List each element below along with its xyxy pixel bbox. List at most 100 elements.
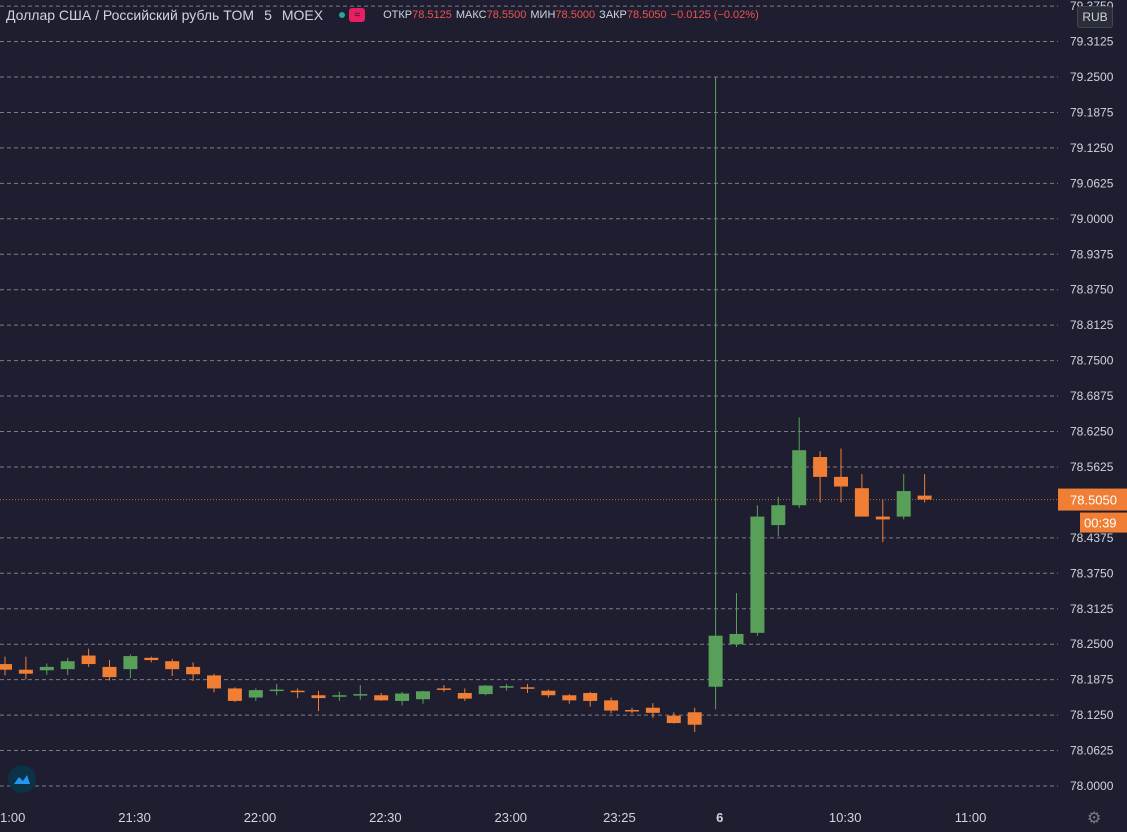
time-axis[interactable]: 1:00 21:30 22:00 22:30 23:00 23:25 6 10:30 11:00 bbox=[0, 810, 986, 825]
candle-body bbox=[896, 491, 911, 517]
candle-body bbox=[687, 712, 702, 725]
candle-body bbox=[395, 693, 410, 701]
candle-body bbox=[374, 695, 389, 701]
x-tick-label: 21:30 bbox=[118, 810, 151, 825]
x-tick-label: 10:30 bbox=[829, 810, 862, 825]
candle-body bbox=[875, 516, 890, 520]
x-tick-label: 11:00 bbox=[955, 810, 987, 825]
candle-body bbox=[499, 686, 514, 688]
low-value: 78.5000 bbox=[555, 9, 596, 21]
candle-body bbox=[60, 661, 75, 670]
y-tick-label: 79.0625 bbox=[1070, 176, 1114, 190]
price-axis[interactable]: 79.3125 79.2500 79.1875 79.1250 79.0625 79.00… bbox=[1058, 0, 1127, 793]
candle-body bbox=[478, 685, 493, 695]
status-icons: ≈ bbox=[339, 8, 366, 22]
y-tick-label: 79.1875 bbox=[1070, 105, 1114, 119]
last-price-label: 78.5050 bbox=[1070, 493, 1117, 508]
countdown-marker bbox=[1080, 512, 1127, 533]
y-tick-label: 79.0000 bbox=[1070, 212, 1114, 226]
x-tick-label: 6 bbox=[716, 810, 723, 825]
y-tick-label: 78.5625 bbox=[1070, 460, 1114, 474]
y-tick-label: 78.8125 bbox=[1070, 318, 1114, 332]
tradingview-cloud-icon[interactable] bbox=[8, 765, 36, 793]
candle-body bbox=[562, 695, 577, 701]
candle-body bbox=[207, 675, 221, 689]
grid-lines bbox=[0, 5, 1058, 787]
candle-body bbox=[123, 656, 138, 670]
y-tick-label: 78.7500 bbox=[1070, 354, 1114, 368]
y-tick-label: 78.2500 bbox=[1070, 637, 1114, 651]
candle-body bbox=[18, 669, 33, 674]
candle-body bbox=[353, 694, 368, 696]
candle-body bbox=[729, 633, 744, 645]
candle-body bbox=[39, 666, 54, 671]
candles bbox=[0, 77, 932, 733]
candle-body bbox=[834, 476, 848, 487]
y-tick-label: 78.0000 bbox=[1070, 779, 1114, 793]
close-label: ЗАКР bbox=[599, 9, 627, 21]
candle-body bbox=[332, 695, 347, 697]
candle-body bbox=[457, 692, 472, 699]
cloud-icon-shape bbox=[14, 775, 30, 784]
candle-body bbox=[227, 688, 242, 701]
candle-body bbox=[645, 707, 660, 713]
candle-body bbox=[0, 664, 12, 670]
candle-body bbox=[144, 657, 159, 661]
y-tick-label: 79.1250 bbox=[1070, 141, 1114, 155]
candle-body bbox=[269, 689, 284, 692]
y-tick-label: 78.6875 bbox=[1070, 389, 1114, 403]
high-label: МАКС bbox=[455, 9, 487, 21]
y-tick-label: 78.0625 bbox=[1070, 744, 1114, 758]
candle-body bbox=[666, 715, 681, 724]
y-tick-label: 78.6250 bbox=[1070, 425, 1114, 439]
y-tick-label: 78.8750 bbox=[1070, 283, 1114, 297]
x-tick-label: 23:00 bbox=[495, 810, 528, 825]
wave-icon[interactable]: ≈ bbox=[349, 8, 366, 22]
candle-body bbox=[792, 450, 807, 506]
gear-icon[interactable]: ⚙ bbox=[1087, 810, 1102, 827]
x-tick-label: 22:00 bbox=[244, 810, 277, 825]
countdown-label: 00:39 bbox=[1084, 516, 1117, 531]
candle-body bbox=[102, 666, 117, 678]
candle-body bbox=[583, 692, 598, 701]
candle-body bbox=[854, 488, 869, 517]
x-tick-label: 22:30 bbox=[369, 810, 402, 825]
currency-badge[interactable]: RUB bbox=[1077, 6, 1113, 28]
interval-label[interactable]: 5 bbox=[264, 7, 272, 23]
candle-body bbox=[520, 687, 535, 689]
y-tick-label: 78.3750 bbox=[1070, 566, 1114, 580]
y-tick-label: 78.1875 bbox=[1070, 673, 1114, 687]
candle-body bbox=[81, 655, 96, 665]
y-tick-label: 78.3125 bbox=[1070, 602, 1114, 616]
candle-body bbox=[604, 700, 619, 711]
y-tick-label: 79.3125 bbox=[1070, 35, 1114, 49]
candle-body bbox=[311, 695, 326, 699]
y-tick-label: 79.2500 bbox=[1070, 70, 1114, 84]
exchange-label: MOEX bbox=[281, 7, 324, 23]
y-tick-label: 78.9375 bbox=[1070, 247, 1114, 261]
open-label: ОТКР bbox=[383, 9, 413, 21]
candle-body bbox=[290, 690, 305, 693]
candle-body bbox=[186, 666, 201, 675]
candle-body bbox=[436, 688, 451, 690]
y-tick-label: 78.1250 bbox=[1070, 708, 1114, 722]
x-tick-label: 1:00 bbox=[0, 810, 25, 825]
change-value: −0.0125 (−0.02%) bbox=[670, 9, 759, 21]
symbol-header: Доллар США / Российский рубль TOM 5 MOEX… bbox=[0, 4, 759, 26]
candle-body bbox=[708, 635, 723, 687]
candle-body bbox=[416, 691, 430, 700]
x-tick-label: 23:25 bbox=[603, 810, 636, 825]
high-value: 78.5500 bbox=[486, 9, 527, 21]
candle-body bbox=[771, 505, 786, 526]
candle-body bbox=[625, 709, 639, 712]
candle-body bbox=[917, 495, 932, 500]
last-price-marker bbox=[1058, 488, 1127, 511]
candle-body bbox=[248, 690, 263, 698]
candle-body bbox=[541, 690, 556, 696]
open-value: 78.5125 bbox=[412, 9, 452, 21]
symbol-title[interactable]: Доллар США / Российский рубль TOM bbox=[6, 7, 255, 23]
y-tick-label: 78.4375 bbox=[1070, 531, 1114, 545]
ohlc-legend: ОТКР 78.5125 МАКС 78.5500 МИН 78.5000 ЗА… bbox=[379, 9, 759, 21]
